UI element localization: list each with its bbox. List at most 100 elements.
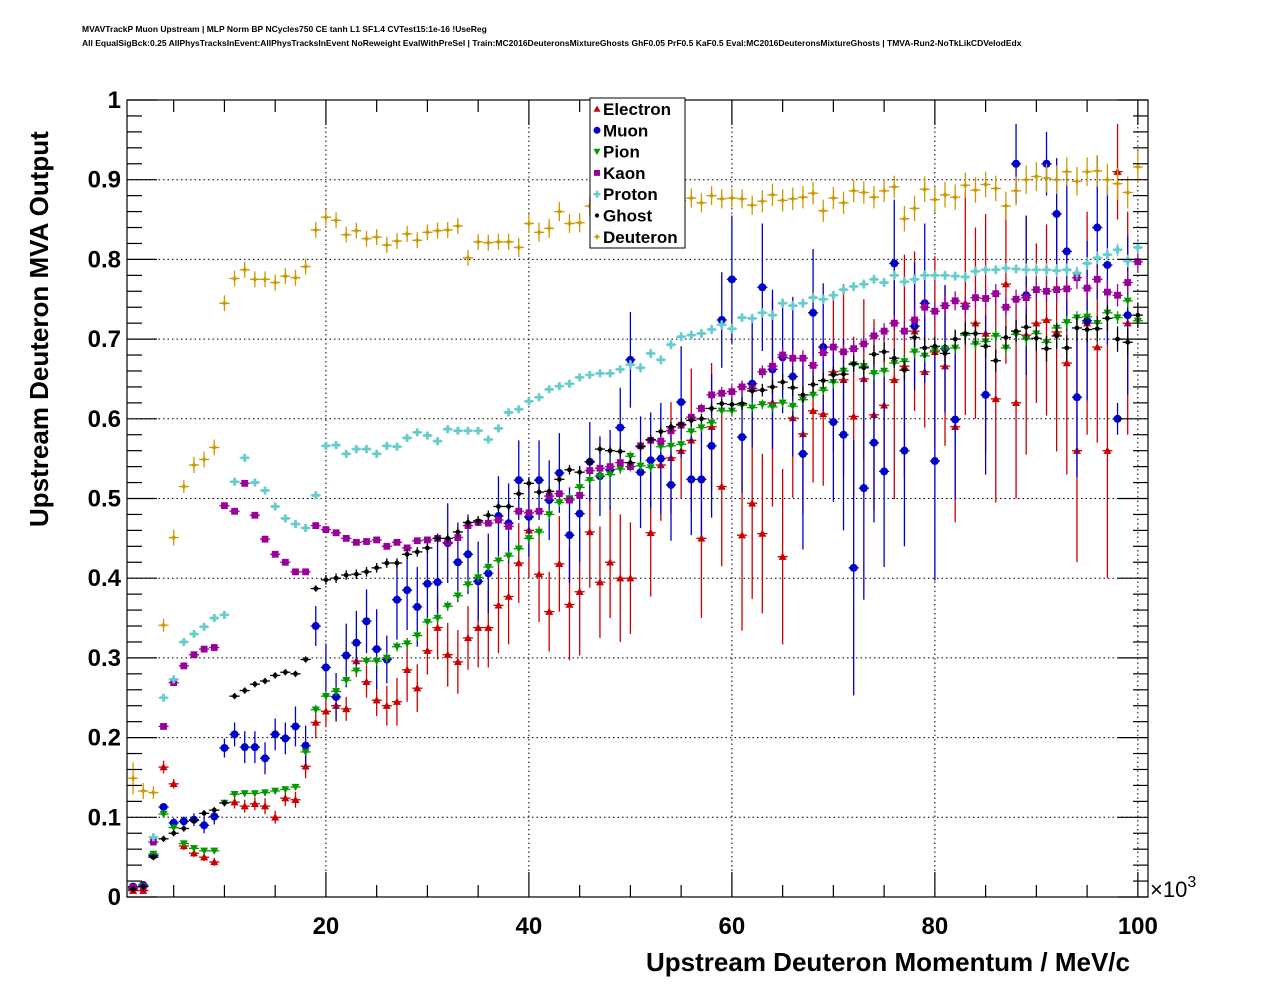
data-point	[615, 446, 626, 457]
marker	[201, 810, 207, 816]
marker	[464, 426, 473, 435]
data-point	[290, 791, 301, 808]
data-point	[422, 543, 433, 624]
data-point	[554, 382, 565, 391]
data-point	[391, 559, 403, 640]
marker	[859, 280, 868, 289]
marker	[382, 441, 391, 450]
marker	[707, 441, 716, 450]
data-point	[574, 465, 585, 562]
data-point	[665, 339, 677, 350]
data-point	[351, 569, 362, 579]
marker	[281, 734, 290, 743]
marker	[372, 449, 381, 458]
marker	[250, 275, 259, 284]
marker	[820, 378, 826, 383]
marker	[352, 226, 361, 235]
data-point	[493, 557, 504, 654]
data-point	[808, 249, 819, 377]
x-multiplier: ×103	[1150, 874, 1196, 902]
data-point	[412, 232, 423, 249]
legend-entry-electron: Electron	[593, 100, 671, 119]
data-point	[757, 223, 768, 352]
marker	[778, 399, 787, 407]
data-point	[767, 183, 778, 207]
marker	[535, 476, 544, 485]
marker	[881, 349, 887, 355]
data-point	[757, 453, 768, 614]
data-point	[442, 533, 453, 544]
data-point	[290, 783, 301, 792]
marker	[900, 277, 909, 286]
data-point	[483, 435, 494, 444]
marker	[271, 730, 280, 739]
marker	[555, 490, 563, 498]
marker	[433, 578, 442, 587]
marker	[423, 431, 432, 440]
data-point	[828, 366, 839, 383]
data-point	[523, 533, 534, 544]
marker	[332, 688, 341, 696]
legend-label: Proton	[603, 185, 658, 204]
data-point	[270, 787, 281, 795]
marker	[941, 271, 950, 280]
marker	[189, 845, 198, 853]
marker	[809, 308, 818, 317]
marker	[443, 602, 452, 611]
marker	[758, 283, 767, 292]
marker	[1135, 312, 1141, 318]
data-point	[899, 321, 910, 341]
data-point	[188, 817, 200, 824]
marker	[585, 370, 594, 379]
marker	[758, 368, 766, 376]
marker	[484, 238, 493, 247]
data-point	[736, 189, 748, 209]
data-point	[259, 742, 271, 775]
y-tick-label: 0.2	[88, 725, 121, 752]
marker	[382, 241, 391, 250]
marker	[332, 529, 340, 537]
data-point	[889, 348, 900, 368]
marker	[880, 186, 889, 195]
data-point	[402, 549, 413, 560]
data-point	[1112, 243, 1123, 257]
marker	[484, 563, 493, 572]
marker	[414, 549, 420, 555]
data-point	[513, 440, 524, 521]
data-point	[462, 426, 474, 435]
marker	[1022, 175, 1031, 184]
data-point	[777, 374, 788, 391]
marker	[425, 545, 430, 551]
data-point	[128, 762, 139, 795]
data-point	[249, 478, 260, 487]
data-point	[1051, 323, 1062, 349]
marker	[809, 189, 818, 198]
data-point	[584, 457, 595, 467]
data-point	[1061, 171, 1072, 332]
marker	[291, 783, 300, 792]
legend-marker	[593, 105, 601, 112]
marker	[261, 486, 270, 495]
data-point	[939, 343, 951, 364]
data-point	[351, 665, 362, 676]
data-point	[818, 372, 829, 389]
data-point	[229, 270, 240, 287]
marker	[911, 316, 918, 324]
data-point	[1051, 278, 1062, 301]
data-point	[199, 810, 210, 817]
data-point	[1061, 263, 1072, 277]
marker	[1013, 328, 1019, 334]
marker	[1103, 250, 1112, 259]
data-point	[716, 398, 727, 409]
marker	[869, 370, 878, 378]
data-point	[290, 568, 301, 576]
data-point	[1092, 268, 1103, 291]
marker	[403, 665, 412, 674]
marker	[301, 741, 310, 750]
marker	[869, 193, 878, 202]
marker	[210, 614, 219, 623]
x-tick-label: 40	[516, 913, 543, 940]
marker	[567, 467, 572, 473]
data-point	[493, 501, 504, 512]
data-point	[422, 536, 433, 544]
